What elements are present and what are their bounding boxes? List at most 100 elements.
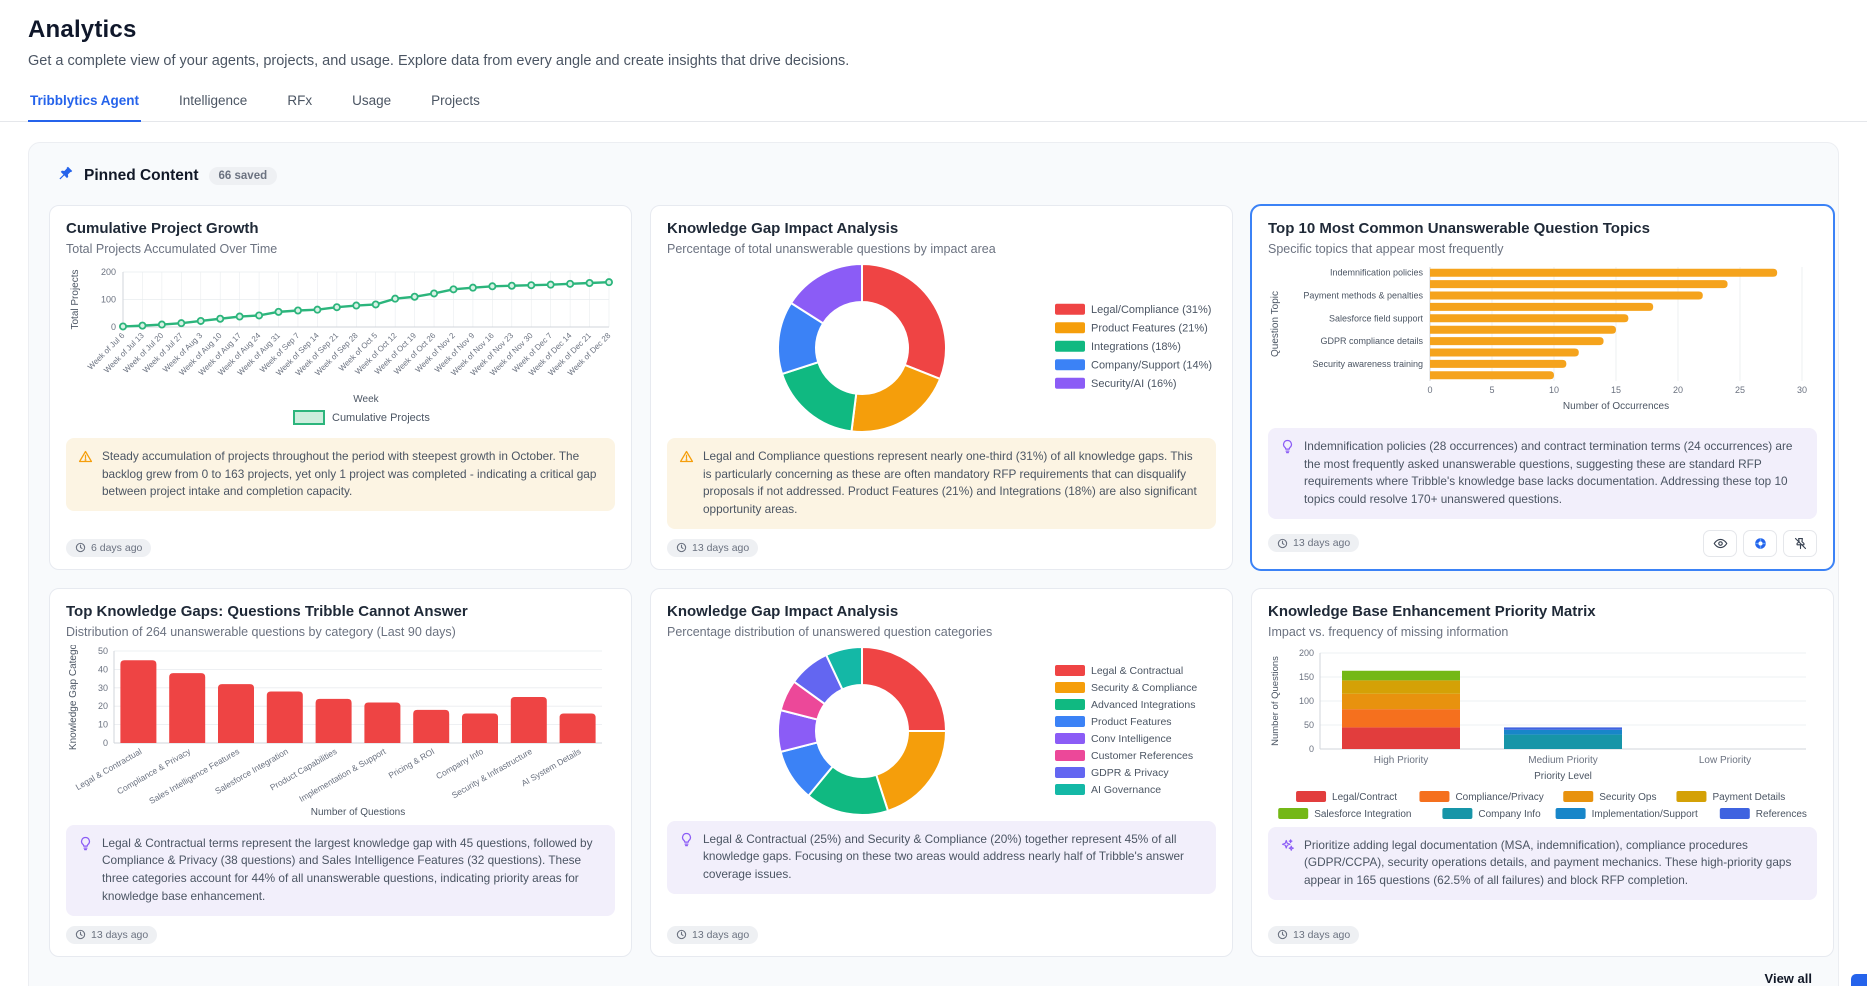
svg-text:Sales Intelligence Features: Sales Intelligence Features (147, 746, 241, 806)
svg-text:Priority Level: Priority Level (1534, 771, 1592, 782)
eye-icon (1713, 538, 1727, 548)
insight-box: Legal and Compliance questions represent… (667, 438, 1216, 529)
svg-text:15: 15 (1611, 385, 1621, 395)
card-title: Knowledge Base Enhancement Priority Matr… (1268, 602, 1596, 620)
card-top-knowledge-gaps[interactable]: Top Knowledge Gaps: Questions Tribble Ca… (49, 587, 632, 957)
svg-text:0: 0 (1427, 385, 1432, 395)
svg-text:Cumulative Projects: Cumulative Projects (332, 412, 430, 424)
clock-icon (1277, 929, 1288, 940)
insight-box: Prioritize adding legal documentation (M… (1268, 826, 1817, 900)
card-knowledge-gap-impact-analysis-2[interactable]: Knowledge Gap Impact Analysis Percentage… (650, 587, 1233, 957)
svg-text:GDPR compliance details: GDPR compliance details (1320, 336, 1423, 346)
panel-footer: View all (49, 957, 1818, 986)
tab-rfx[interactable]: RFx (287, 93, 313, 108)
card-enhancement-priority-matrix[interactable]: Knowledge Base Enhancement Priority Matr… (1251, 587, 1834, 957)
card-subtitle: Specific topics that appear most frequen… (1268, 242, 1504, 256)
svg-text:Company/Support (14%): Company/Support (14%) (1091, 359, 1212, 371)
floating-widget-corner[interactable] (1851, 974, 1867, 986)
view-button[interactable] (1703, 529, 1737, 557)
bar-chart: 0 10 20 30 40 50 Legal & Contractual Compliance… (66, 645, 615, 821)
svg-text:30: 30 (1797, 385, 1807, 395)
svg-text:Conv Intelligence: Conv Intelligence (1091, 733, 1172, 745)
view-all-button[interactable]: View all (1764, 970, 1812, 986)
view-insights-button[interactable] (1743, 529, 1777, 557)
svg-text:Legal/Compliance (31%): Legal/Compliance (31%) (1091, 304, 1211, 316)
svg-text:High Priority: High Priority (1374, 755, 1428, 766)
svg-text:Number of Questions: Number of Questions (1270, 656, 1281, 746)
clock-icon (676, 929, 687, 940)
card-title: Knowledge Gap Impact Analysis (667, 602, 899, 620)
card-knowledge-gap-impact-analysis-1[interactable]: Knowledge Gap Impact Analysis Percentage… (650, 205, 1233, 570)
svg-text:20: 20 (98, 701, 108, 711)
insight-text: Legal & Contractual terms represent the … (102, 835, 593, 903)
svg-text:Low Priority: Low Priority (1699, 755, 1751, 766)
svg-text:Company Info: Company Info (1478, 809, 1541, 820)
svg-text:50: 50 (1304, 720, 1314, 730)
insight-text: Prioritize adding legal documentation (M… (1304, 837, 1792, 888)
svg-text:Medium Priority: Medium Priority (1528, 755, 1597, 766)
card-footer: 13 days ago (667, 529, 1216, 557)
svg-text:5: 5 (1489, 385, 1494, 395)
svg-text:Total Projects: Total Projects (70, 269, 81, 329)
svg-text:50: 50 (98, 646, 108, 656)
timestamp-badge: 13 days ago (1268, 534, 1360, 553)
svg-text:Legal/Contract: Legal/Contract (1332, 792, 1397, 803)
insight-box: Legal & Contractual terms represent the … (66, 824, 615, 916)
svg-text:Number of Questions: Number of Questions (311, 807, 406, 818)
insight-text: Steady accumulation of projects througho… (102, 449, 597, 499)
svg-text:200: 200 (101, 267, 116, 277)
lightbulb-icon (1280, 439, 1295, 460)
timestamp-badge: 13 days ago (667, 538, 759, 557)
svg-text:20: 20 (1673, 385, 1683, 395)
card-actions (1703, 529, 1817, 557)
card-cumulative-project-growth[interactable]: Cumulative Project Growth Total Projects… (49, 205, 632, 570)
sparkles-icon (1280, 838, 1295, 859)
insight-text: Legal and Compliance questions represent… (703, 449, 1197, 517)
svg-text:Salesforce Integration: Salesforce Integration (1314, 809, 1411, 820)
svg-text:AI Governance: AI Governance (1091, 784, 1161, 796)
svg-text:GDPR & Privacy: GDPR & Privacy (1091, 767, 1169, 779)
card-top-10-unanswerable-topics[interactable]: Top 10 Most Common Unanswerable Question… (1250, 204, 1835, 571)
svg-text:Product Features: Product Features (1091, 716, 1172, 728)
svg-text:Advanced Integrations: Advanced Integrations (1091, 699, 1196, 711)
svg-text:25: 25 (1735, 385, 1745, 395)
insight-text: Legal & Contractual (25%) and Security &… (703, 831, 1184, 882)
pin-icon (57, 165, 74, 187)
tab-projects[interactable]: Projects (431, 93, 480, 108)
stacked-bar-chart: 0 50 100 150 200 High Priority Medium Priority… (1268, 645, 1817, 823)
unpin-button[interactable] (1783, 529, 1817, 557)
card-footer: 13 days ago (1268, 916, 1817, 944)
pin-off-icon (1794, 537, 1806, 549)
svg-text:References: References (1756, 809, 1807, 820)
tab-intelligence[interactable]: Intelligence (179, 93, 248, 108)
lightbulb-icon (78, 836, 93, 857)
svg-text:Security & Infrastructure: Security & Infrastructure (450, 746, 534, 800)
svg-text:Payment Details: Payment Details (1712, 792, 1785, 803)
card-title: Knowledge Gap Impact Analysis (667, 220, 899, 237)
pinned-content-header: Pinned Content 66 saved (57, 165, 1818, 187)
timestamp-badge: 13 days ago (66, 925, 158, 944)
timestamp-badge: 13 days ago (667, 925, 759, 944)
svg-text:Compliance/Privacy: Compliance/Privacy (1455, 792, 1543, 803)
clock-icon (1277, 538, 1288, 548)
svg-text:Integrations (18%): Integrations (18%) (1091, 341, 1181, 353)
svg-text:Security Ops: Security Ops (1599, 792, 1656, 803)
card-footer: 6 days ago (66, 529, 615, 557)
tab-usage[interactable]: Usage (352, 93, 392, 108)
pinned-content-panel: Pinned Content 66 saved Cumulative Proje… (28, 142, 1839, 986)
svg-text:0: 0 (111, 322, 116, 332)
clock-icon (75, 929, 86, 940)
svg-text:Question Topic: Question Topic (1270, 291, 1281, 357)
insight-box: Legal & Contractual (25%) and Security &… (667, 820, 1216, 894)
insight-box: Indemnification policies (28 occurrences… (1268, 428, 1817, 519)
tab-tribblytics-agent[interactable]: Tribblytics Agent (28, 89, 142, 122)
card-title: Cumulative Project Growth (66, 220, 259, 237)
svg-text:Product Features (21%): Product Features (21%) (1091, 322, 1208, 334)
page-subtitle: Get a complete view of your agents, proj… (28, 53, 850, 69)
svg-text:Pricing & ROI: Pricing & ROI (387, 746, 437, 780)
svg-text:100: 100 (101, 295, 116, 305)
insight-box: Steady accumulation of projects througho… (66, 438, 615, 512)
svg-text:30: 30 (98, 683, 108, 693)
warning-icon (679, 449, 694, 470)
card-subtitle: Distribution of 264 unanswerable questio… (66, 624, 456, 639)
